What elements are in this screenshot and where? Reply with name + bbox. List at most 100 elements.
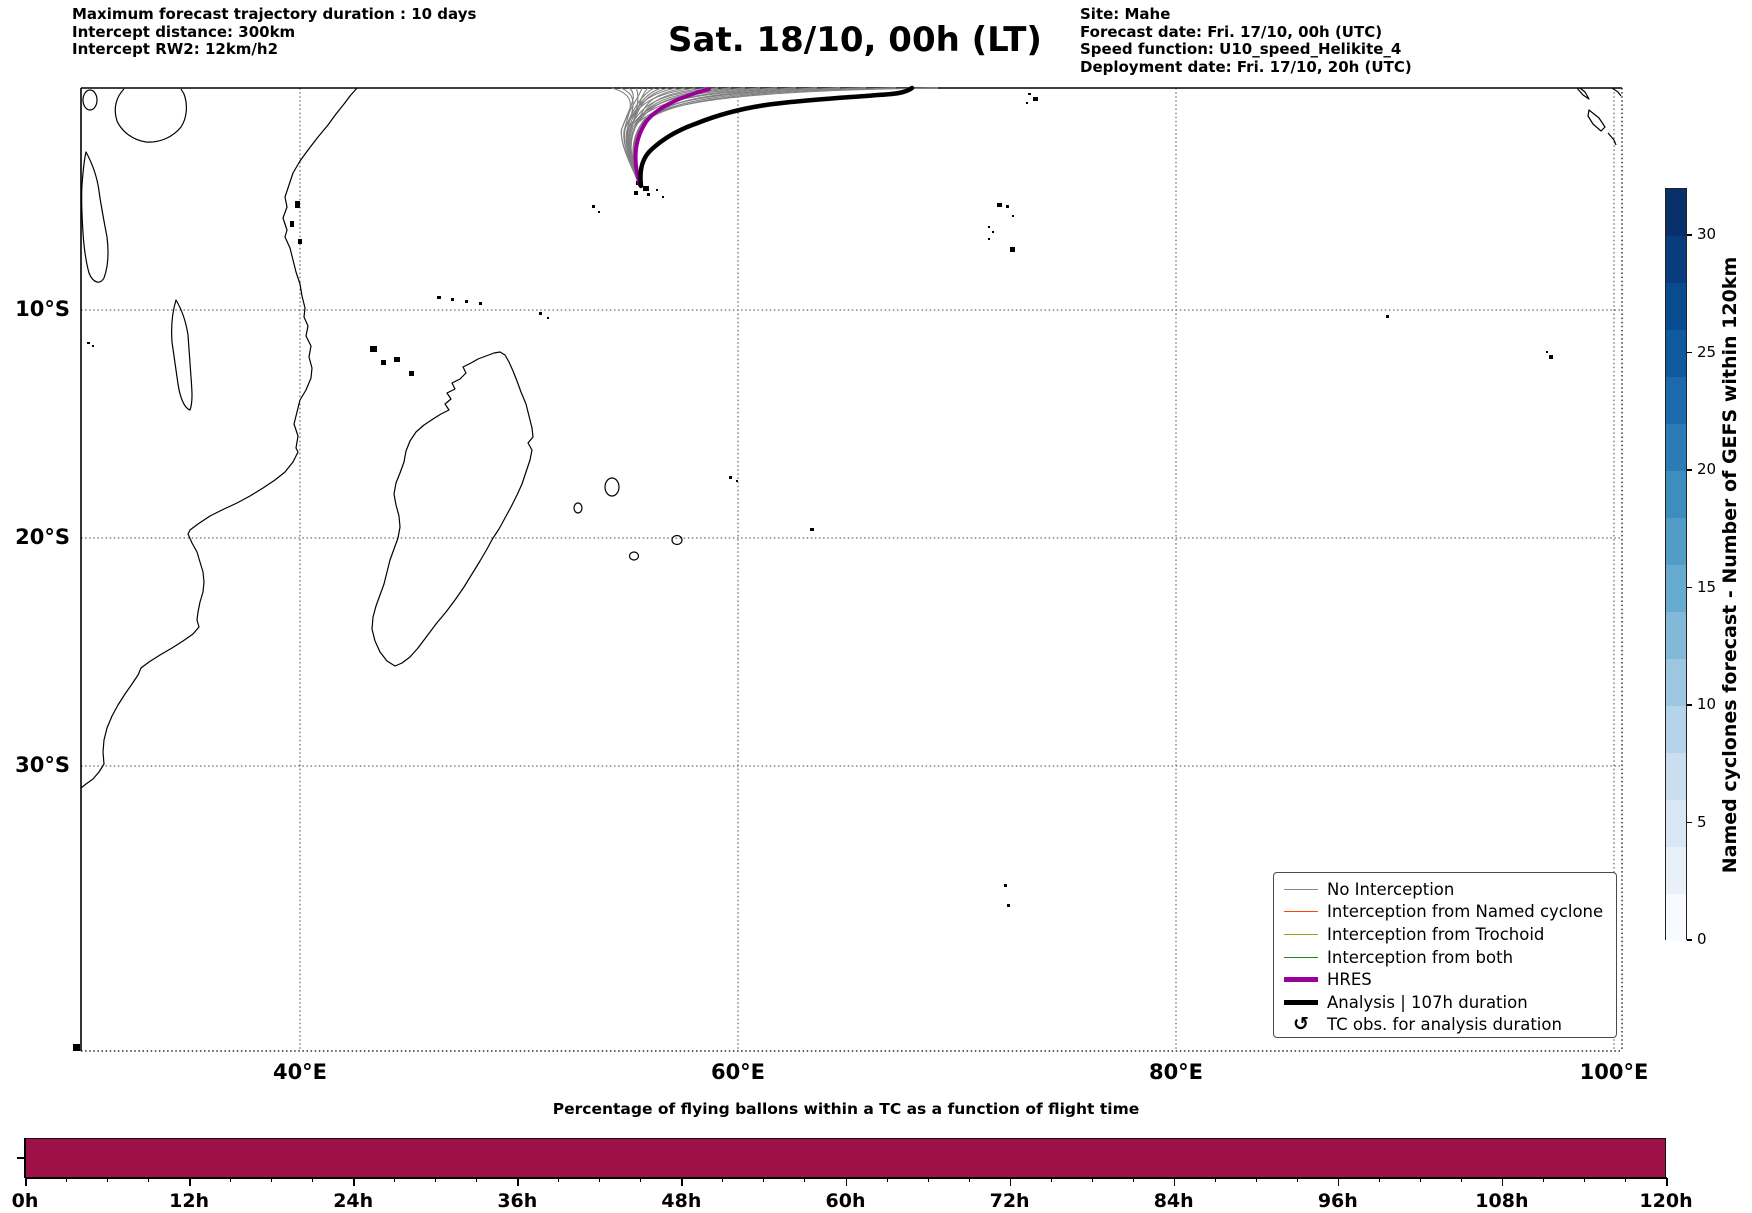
xtick-major	[1009, 1178, 1012, 1186]
colorbar-segment	[1666, 894, 1686, 941]
xtick-major	[1501, 1178, 1504, 1186]
colorbar-tick-label: 20	[1697, 460, 1717, 478]
colorbar-segment	[1666, 424, 1686, 471]
xtick-label-12h: 12h	[169, 1190, 210, 1212]
xtick-minor	[1583, 1178, 1585, 1182]
colorbar	[1665, 188, 1687, 941]
forecast-settings-line-0: Maximum forecast trajectory duration : 1…	[72, 5, 477, 23]
map-legend: No Interception Interception from Named c…	[1273, 872, 1617, 1038]
xtick-minor	[804, 1178, 806, 1182]
lat-tick-20°S: 20°S	[15, 525, 70, 549]
colorbar-segment	[1666, 800, 1686, 847]
colorbar-segment	[1666, 565, 1686, 612]
xtick-major	[1337, 1178, 1340, 1186]
reunion-island	[628, 551, 640, 561]
xtick-minor	[107, 1178, 109, 1182]
xtick-minor	[927, 1178, 929, 1182]
colorbar-tick-label: 5	[1697, 812, 1707, 831]
colorbar-tick	[1687, 351, 1692, 354]
xtick-minor	[1542, 1178, 1544, 1182]
rotate-ccw-icon: ↺	[1293, 1013, 1309, 1036]
legend-line-sample	[1284, 977, 1318, 983]
colorbar-segment	[1666, 847, 1686, 894]
xtick-minor	[599, 1178, 601, 1182]
xtick-label-84h: 84h	[1153, 1190, 1194, 1212]
colorbar-segment	[1666, 471, 1686, 518]
colorbar-tick	[1687, 821, 1692, 824]
xtick-label-36h: 36h	[497, 1190, 538, 1212]
xtick-major	[845, 1178, 847, 1186]
colorbar-label: Named cyclones forecast - Number of GEFS…	[1719, 256, 1741, 874]
lon-tick-80°E: 80°E	[1148, 1060, 1204, 1084]
colorbar-tick-label: 10	[1697, 695, 1717, 713]
legend-line-sample	[1284, 999, 1318, 1005]
xtick-label-96h: 96h	[1317, 1190, 1358, 1212]
bottom-chart-left-spine	[24, 1138, 26, 1178]
lake-victoria	[114, 88, 187, 143]
atoll-ring	[604, 477, 620, 497]
lake-tanganyika	[80, 151, 109, 283]
legend-label: Interception from both	[1327, 947, 1514, 967]
xtick-label-24h: 24h	[333, 1190, 374, 1212]
lake-malawi	[171, 299, 193, 411]
xtick-label-60h: 60h	[825, 1190, 866, 1212]
forecast-settings-text: Maximum forecast trajectory duration : 1…	[72, 5, 477, 59]
colorbar-segment	[1666, 330, 1686, 377]
xtick-minor	[1378, 1178, 1380, 1182]
xtick-minor	[271, 1178, 273, 1182]
xtick-minor	[435, 1178, 437, 1182]
xtick-minor	[968, 1178, 970, 1182]
lake-edward	[82, 89, 98, 111]
lat-tick-30°S: 30°S	[15, 753, 70, 777]
site-info-line-1: Forecast date: Fri. 17/10, 00h (UTC)	[1080, 22, 1383, 41]
forecast-settings-line-2: Intercept RW2: 12km/h2	[72, 40, 279, 58]
colorbar-segment	[1666, 236, 1686, 283]
legend-line	[1284, 933, 1318, 935]
colorbar-segment	[1666, 377, 1686, 424]
xtick-label-0h: 0h	[11, 1190, 39, 1212]
xtick-minor	[886, 1178, 888, 1182]
xtick-label-72h: 72h	[989, 1190, 1030, 1212]
legend-item-1: Interception from Named cyclone	[1284, 901, 1616, 924]
xtick-minor	[1460, 1178, 1462, 1182]
percentage-bar	[25, 1138, 1666, 1178]
colorbar-segment	[1666, 706, 1686, 753]
colorbar-tick-label: 15	[1697, 577, 1717, 596]
xtick-minor	[1296, 1178, 1298, 1182]
legend-item-4: HRES	[1284, 968, 1616, 991]
mentawai-islands	[1576, 87, 1590, 100]
legend-line	[1284, 999, 1318, 1005]
colorbar-tick	[1687, 234, 1692, 236]
xtick-minor	[558, 1178, 560, 1182]
xtick-minor	[1419, 1178, 1421, 1182]
legend-line-sample	[1284, 911, 1318, 913]
xtick-label-108h: 108h	[1475, 1190, 1529, 1212]
island-specks	[87, 93, 1553, 907]
lon-tick-100°E: 100°E	[1579, 1060, 1649, 1084]
xtick-major	[189, 1178, 191, 1186]
xtick-minor	[1255, 1178, 1257, 1182]
xtick-major	[681, 1178, 683, 1186]
xtick-minor	[230, 1178, 232, 1182]
map-gridlines	[81, 88, 1622, 1051]
colorbar-segment	[1666, 753, 1686, 800]
xtick-label-120h: 120h	[1639, 1190, 1693, 1212]
lon-tick-40°E: 40°E	[272, 1060, 328, 1084]
colorbar-segment	[1666, 659, 1686, 706]
bottom-chart-title: Percentage of flying ballons within a TC…	[552, 1100, 1140, 1118]
xtick-minor	[1132, 1178, 1134, 1182]
xtick-minor	[148, 1178, 150, 1182]
colorbar-tick-label: 30	[1697, 225, 1717, 243]
map-corner-mark	[73, 1044, 80, 1051]
legend-item-6: ↺ TC obs. for analysis duration	[1284, 1014, 1616, 1037]
analysis-trajectory	[638, 85, 915, 189]
xtick-minor	[1091, 1178, 1093, 1182]
legend-label: HRES	[1327, 970, 1372, 990]
colorbar-segment	[1666, 283, 1686, 330]
mauritius-island	[671, 534, 683, 546]
hres-trajectory	[633, 87, 711, 187]
colorbar-tick-label: 25	[1697, 342, 1717, 361]
site-info-text: Site: Mahe Forecast date: Fri. 17/10, 00h…	[1080, 5, 1412, 76]
site-info-line-2: Speed function: U10_speed_Helikite_4	[1080, 40, 1402, 58]
